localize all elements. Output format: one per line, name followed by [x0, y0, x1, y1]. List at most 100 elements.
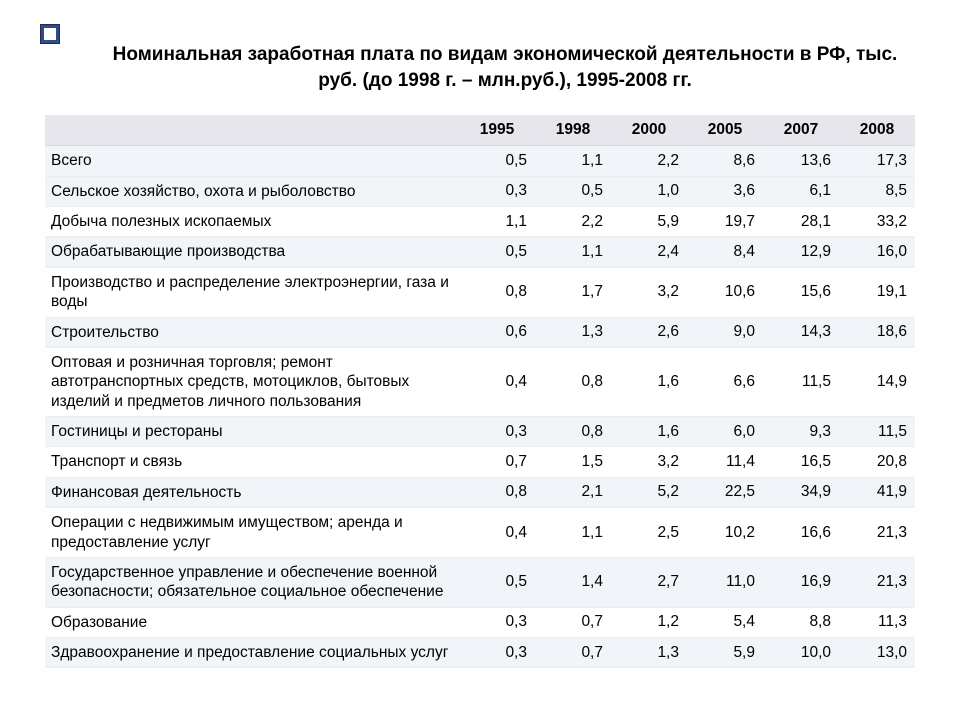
col-header: 2008	[839, 115, 915, 146]
cell: 0,5	[459, 146, 535, 176]
header-blank	[45, 115, 459, 146]
cell: 0,5	[535, 176, 611, 206]
cell: 0,3	[459, 176, 535, 206]
cell: 41,9	[839, 477, 915, 507]
col-header: 2007	[763, 115, 839, 146]
cell: 10,0	[763, 638, 839, 668]
cell: 0,8	[459, 477, 535, 507]
table-row: Всего0,51,12,28,613,617,3	[45, 146, 915, 176]
cell: 0,7	[535, 607, 611, 637]
cell: 20,8	[839, 447, 915, 477]
cell: 2,2	[611, 146, 687, 176]
row-label: Здравоохранение и предоставление социаль…	[45, 638, 459, 668]
cell: 18,6	[839, 317, 915, 347]
cell: 21,3	[839, 508, 915, 558]
cell: 11,0	[687, 557, 763, 607]
cell: 1,3	[535, 317, 611, 347]
table-row: Образование0,30,71,25,48,811,3	[45, 607, 915, 637]
row-label: Всего	[45, 146, 459, 176]
cell: 0,5	[459, 237, 535, 267]
cell: 16,0	[839, 237, 915, 267]
cell: 2,4	[611, 237, 687, 267]
row-label: Сельское хозяйство, охота и рыболовство	[45, 176, 459, 206]
cell: 22,5	[687, 477, 763, 507]
cell: 16,9	[763, 557, 839, 607]
col-header: 1998	[535, 115, 611, 146]
cell: 8,8	[763, 607, 839, 637]
table-row: Гостиницы и рестораны0,30,81,66,09,311,5	[45, 417, 915, 447]
row-label: Государственное управление и обеспечение…	[45, 557, 459, 607]
cell: 19,1	[839, 267, 915, 317]
cell: 11,3	[839, 607, 915, 637]
cell: 2,7	[611, 557, 687, 607]
cell: 0,4	[459, 347, 535, 416]
row-label: Обрабатывающие производства	[45, 237, 459, 267]
cell: 34,9	[763, 477, 839, 507]
wages-table: 1995 1998 2000 2005 2007 2008 Всего0,51,…	[45, 115, 915, 668]
cell: 16,5	[763, 447, 839, 477]
cell: 15,6	[763, 267, 839, 317]
cell: 1,1	[535, 508, 611, 558]
cell: 33,2	[839, 207, 915, 237]
cell: 5,2	[611, 477, 687, 507]
cell: 6,0	[687, 417, 763, 447]
cell: 2,2	[535, 207, 611, 237]
table-row: Строительство0,61,32,69,014,318,6	[45, 317, 915, 347]
col-header: 1995	[459, 115, 535, 146]
table-row: Операции с недвижимым имуществом; аренда…	[45, 508, 915, 558]
cell: 3,2	[611, 447, 687, 477]
col-header: 2000	[611, 115, 687, 146]
cell: 11,5	[763, 347, 839, 416]
cell: 1,5	[535, 447, 611, 477]
table-row: Добыча полезных ископаемых1,12,25,919,72…	[45, 207, 915, 237]
cell: 28,1	[763, 207, 839, 237]
page-title: Номинальная заработная плата по видам эк…	[0, 0, 960, 93]
cell: 1,0	[611, 176, 687, 206]
cell: 5,9	[687, 638, 763, 668]
cell: 11,5	[839, 417, 915, 447]
cell: 0,8	[459, 267, 535, 317]
cell: 13,6	[763, 146, 839, 176]
cell: 13,0	[839, 638, 915, 668]
table-row: Обрабатывающие производства0,51,12,48,41…	[45, 237, 915, 267]
cell: 8,4	[687, 237, 763, 267]
table-row: Сельское хозяйство, охота и рыболовство0…	[45, 176, 915, 206]
cell: 14,9	[839, 347, 915, 416]
row-label: Финансовая деятельность	[45, 477, 459, 507]
cell: 9,0	[687, 317, 763, 347]
cell: 14,3	[763, 317, 839, 347]
cell: 0,8	[535, 347, 611, 416]
col-header: 2005	[687, 115, 763, 146]
cell: 0,3	[459, 607, 535, 637]
cell: 21,3	[839, 557, 915, 607]
slide-bullet-icon	[40, 24, 60, 44]
cell: 3,2	[611, 267, 687, 317]
table-row: Производство и распределение электроэнер…	[45, 267, 915, 317]
cell: 0,3	[459, 417, 535, 447]
table-header-row: 1995 1998 2000 2005 2007 2008	[45, 115, 915, 146]
row-label: Гостиницы и рестораны	[45, 417, 459, 447]
row-label: Транспорт и связь	[45, 447, 459, 477]
cell: 1,4	[535, 557, 611, 607]
row-label: Строительство	[45, 317, 459, 347]
cell: 2,6	[611, 317, 687, 347]
cell: 11,4	[687, 447, 763, 477]
cell: 1,6	[611, 417, 687, 447]
cell: 19,7	[687, 207, 763, 237]
table-row: Финансовая деятельность0,82,15,222,534,9…	[45, 477, 915, 507]
cell: 17,3	[839, 146, 915, 176]
cell: 1,7	[535, 267, 611, 317]
cell: 10,6	[687, 267, 763, 317]
cell: 5,4	[687, 607, 763, 637]
cell: 0,8	[535, 417, 611, 447]
cell: 9,3	[763, 417, 839, 447]
cell: 8,6	[687, 146, 763, 176]
cell: 1,1	[535, 146, 611, 176]
row-label: Операции с недвижимым имуществом; аренда…	[45, 508, 459, 558]
row-label: Оптовая и розничная торговля; ремонт авт…	[45, 347, 459, 416]
cell: 6,6	[687, 347, 763, 416]
cell: 16,6	[763, 508, 839, 558]
cell: 3,6	[687, 176, 763, 206]
cell: 6,1	[763, 176, 839, 206]
cell: 1,1	[459, 207, 535, 237]
